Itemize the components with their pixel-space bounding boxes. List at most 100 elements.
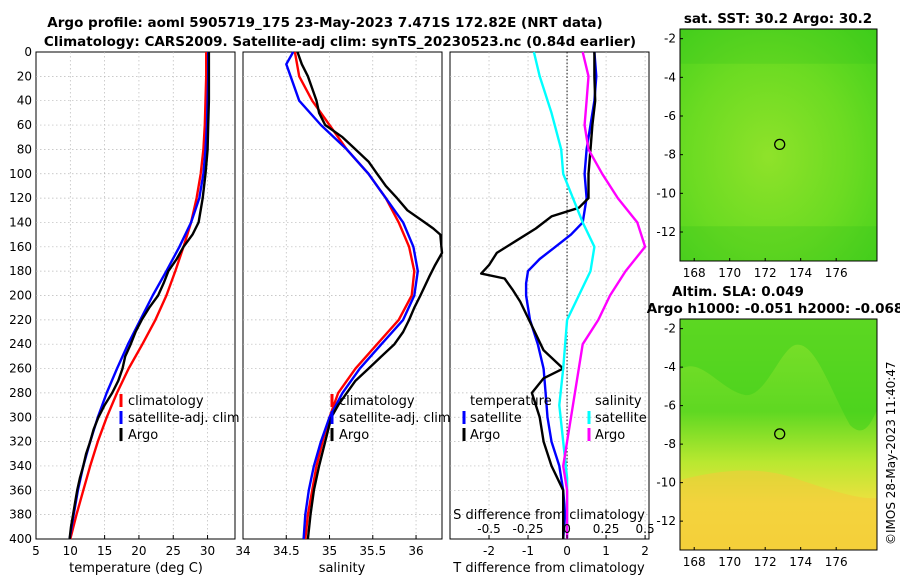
x-tick-label: -1 (522, 544, 534, 558)
top-x-tick-label: 0 (563, 522, 571, 536)
sst-field (680, 29, 877, 261)
differences-legend-temperature: temperature satellite Argo (462, 394, 552, 443)
x-tick-label: 34.5 (273, 544, 300, 558)
legend-label-t-satellite: satellite (470, 411, 522, 426)
legend-label-argo: Argo (339, 428, 369, 443)
map-x-tick-label: 170 (718, 266, 741, 280)
salinity-legend: climatology satellite-adj. clim Argo (330, 394, 451, 443)
y-tick-label: 380 (9, 508, 32, 522)
map-y-tick-label: -4 (664, 360, 676, 374)
salinity-xlabel: salinity (319, 561, 366, 576)
x-tick-label: 36 (408, 544, 423, 558)
y-tick-label: 220 (9, 313, 32, 327)
map-x-tick-label: 174 (789, 266, 812, 280)
top-x-tick-label: -0.25 (513, 522, 544, 536)
series-line-argo (68, 52, 211, 540)
figure-title-line1: Argo profile: aoml 5905719_175 23-May-20… (47, 15, 602, 31)
map-x-tick-label: 172 (754, 555, 777, 569)
map-y-tick-label: -8 (664, 437, 676, 451)
sla-map-title: Altim. SLA: 0.049 (672, 284, 804, 300)
map-y-tick-label: -12 (656, 225, 676, 239)
y-tick-label: 200 (9, 289, 32, 303)
top-x-tick-label: 0.25 (593, 522, 620, 536)
map-y-tick-label: -6 (664, 399, 676, 413)
figure-title-line2: Climatology: CARS2009. Satellite-adj cli… (44, 34, 636, 50)
x-tick-label: 15 (97, 544, 112, 558)
map-y-tick-label: -8 (664, 148, 676, 162)
sla-map-subtitle: Argo h1000: -0.051 h2000: -0.068 (647, 301, 900, 317)
y-tick-label: 60 (17, 118, 32, 132)
x-tick-label: 20 (131, 544, 146, 558)
map-x-tick-label: 174 (789, 555, 812, 569)
map-x-tick-label: 170 (718, 555, 741, 569)
sla-map-panel: Altim. SLA: 0.049 Argo h1000: -0.051 h20… (647, 284, 900, 569)
legend-label-t-argo: Argo (470, 428, 500, 443)
sla-argo-marker (774, 428, 786, 440)
temperature-legend: climatology satellite-adj. clim Argo (119, 394, 240, 443)
map-y-tick-label: -10 (656, 186, 676, 200)
x-tick-label: 25 (166, 544, 181, 558)
sla-map-frame (679, 318, 878, 551)
y-tick-label: 280 (9, 386, 32, 400)
sst-map-panel: sat. SST: 30.2 Argo: 30.2 168 170 172 174 17… (656, 11, 878, 280)
x-tick-label: 34 (235, 544, 250, 558)
y-tick-label: 300 (9, 410, 32, 424)
x-tick-label: 5 (32, 544, 40, 558)
y-tick-label: 40 (17, 94, 32, 108)
sst-map-frame (679, 28, 878, 262)
legend-title-temperature: temperature (470, 394, 552, 409)
x-tick-label: 30 (200, 544, 215, 558)
y-tick-label: 260 (9, 362, 32, 376)
x-tick-label: -2 (483, 544, 495, 558)
map-x-tick-label: 176 (825, 555, 848, 569)
map-y-tick-label: -10 (656, 476, 676, 490)
legend-label-climatology: climatology (128, 394, 204, 409)
y-tick-label: 20 (17, 69, 32, 83)
series-line-climatology (69, 52, 208, 540)
x-tick-label: 2 (641, 544, 649, 558)
differences-legend-salinity: salinity satellite Argo (587, 394, 647, 443)
sla-low-region (680, 319, 877, 431)
map-y-tick-label: -2 (664, 322, 676, 336)
y-tick-label: 80 (17, 142, 32, 156)
y-tick-label: 140 (9, 215, 32, 229)
legend-label-argo: Argo (128, 428, 158, 443)
series-line-t-argo (480, 52, 597, 539)
y-tick-label: 120 (9, 191, 32, 205)
temperature-xlabel: temperature (deg C) (69, 561, 203, 576)
map-y-tick-label: -6 (664, 109, 676, 123)
differences-top-xlabel: S difference from climatology (453, 508, 645, 523)
legend-label-satellite: satellite-adj. clim (339, 411, 451, 426)
top-x-tick-label: 0.5 (636, 522, 655, 536)
top-x-tick-label: -0.5 (477, 522, 500, 536)
differences-panel: -2 -1 0 1 2 -0.5 -0.25 0 0.25 0.5 S difference f… (449, 51, 655, 576)
sst-map-title: sat. SST: 30.2 Argo: 30.2 (684, 11, 872, 27)
legend-label-satellite: satellite-adj. clim (128, 411, 240, 426)
y-tick-label: 180 (9, 264, 32, 278)
imos-watermark: ©IMOS 28-May-2023 11:40:47 (884, 361, 898, 545)
map-x-tick-label: 172 (754, 266, 777, 280)
x-tick-label: 1 (602, 544, 610, 558)
legend-title-salinity: salinity (595, 394, 642, 409)
sla-high-region (680, 470, 877, 550)
legend-label-climatology: climatology (339, 394, 415, 409)
series-line-s-argo (562, 51, 647, 539)
map-y-tick-label: -2 (664, 32, 676, 46)
map-x-tick-label: 176 (825, 266, 848, 280)
sst-argo-marker (774, 138, 786, 151)
series-line-s-satellite (532, 51, 596, 539)
y-tick-label: 160 (9, 240, 32, 254)
map-y-tick-label: -4 (664, 70, 676, 84)
map-x-tick-label: 168 (683, 266, 706, 280)
y-tick-label: 400 (9, 532, 32, 546)
y-tick-label: 340 (9, 459, 32, 473)
y-tick-label: 240 (9, 337, 32, 351)
differences-xlabel: T difference from climatology (452, 561, 645, 576)
legend-label-s-argo: Argo (595, 428, 625, 443)
x-tick-label: 0 (563, 544, 571, 558)
series-line-argo (296, 51, 444, 540)
map-y-tick-label: -12 (656, 514, 676, 528)
x-tick-label: 35.5 (359, 544, 386, 558)
y-tick-label: 320 (9, 435, 32, 449)
